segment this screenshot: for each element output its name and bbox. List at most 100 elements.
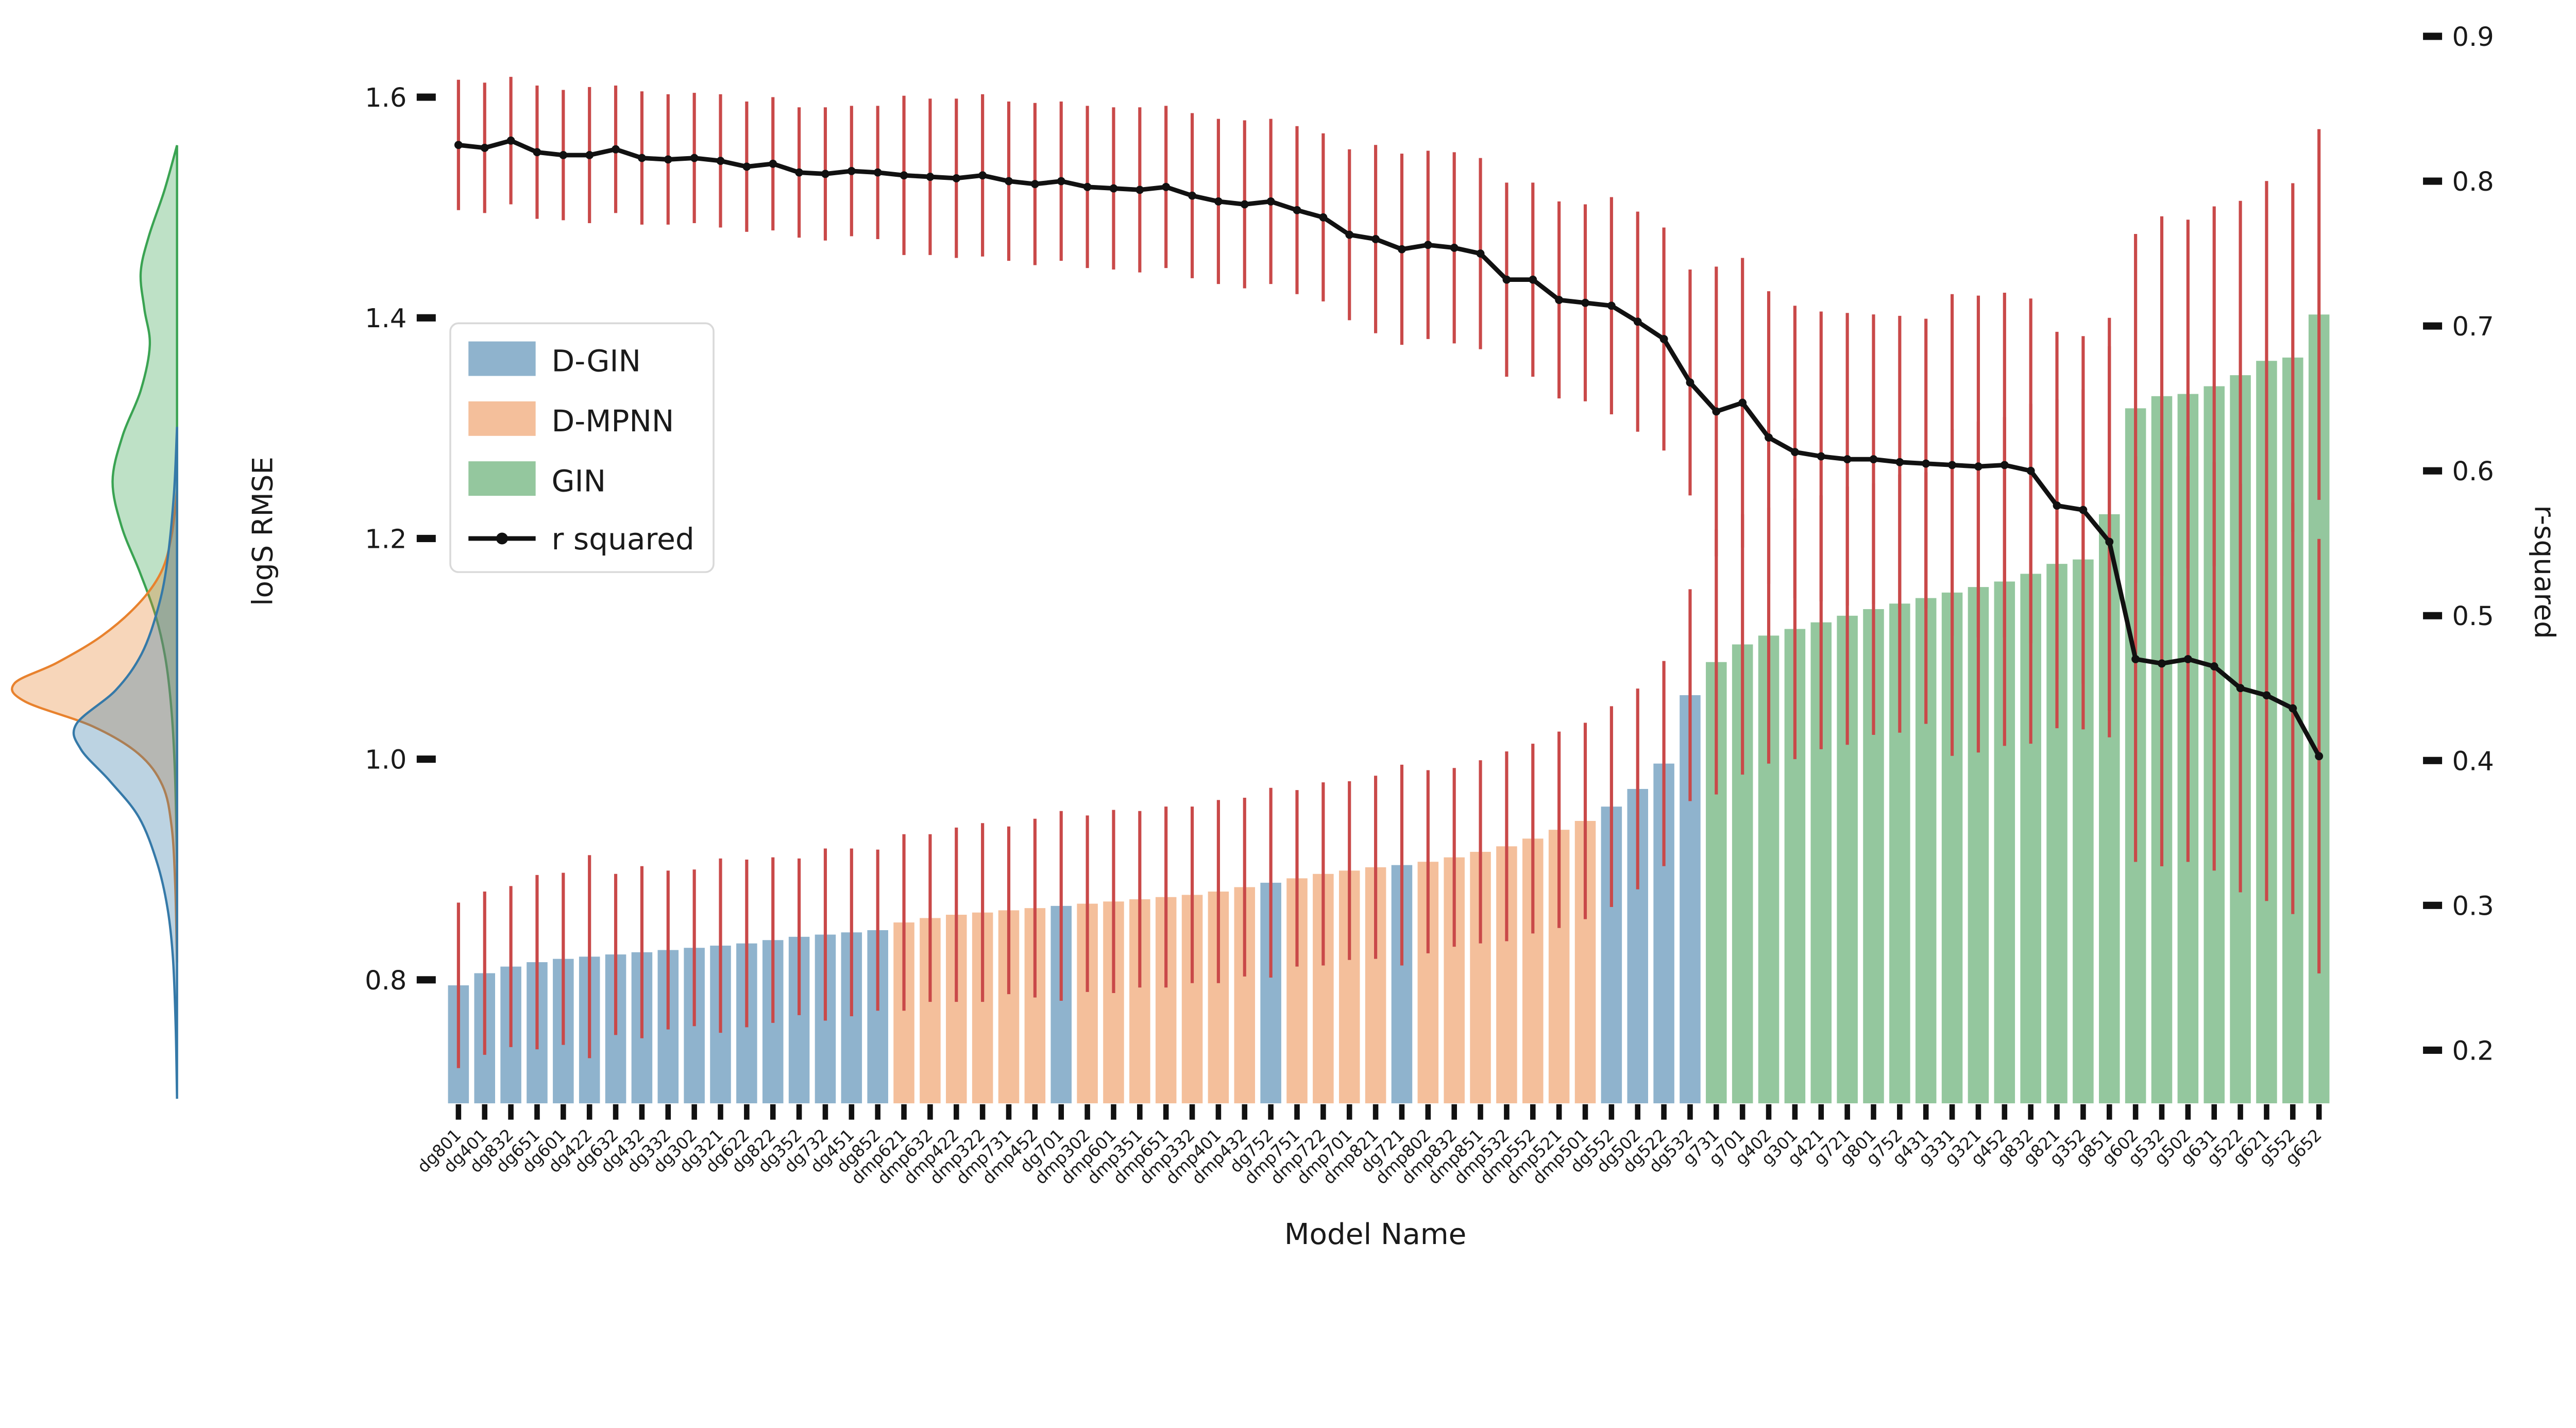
x-tick	[586, 1104, 592, 1120]
y-left-tick	[416, 755, 436, 763]
x-tick	[1189, 1104, 1195, 1120]
r-squared-marker-g752	[1895, 458, 1904, 466]
y-left-tick-label: 1.0	[365, 745, 406, 776]
r-squared-marker-g301	[1790, 448, 1799, 457]
x-tick	[691, 1104, 697, 1120]
r-squared-marker-dg801	[454, 141, 463, 149]
x-tick	[2316, 1104, 2322, 1120]
x-tick	[1137, 1104, 1143, 1120]
x-tick	[1058, 1104, 1064, 1120]
bar-line-chart: 1.61.41.21.00.80.90.80.70.60.50.40.30.2d…	[11, 22, 2562, 1252]
x-tick	[1530, 1104, 1536, 1120]
x-tick	[1897, 1104, 1903, 1120]
r-squared-marker-dg432	[637, 154, 646, 162]
r-squared-marker-dmp501	[1581, 298, 1589, 307]
figure-container: 1.6 1.4 1.2 1.0 0.8 0.9 0.8 0.7 0.6 0.5 0.4 0.3 0.2 d…	[11, 22, 2562, 1252]
x-tick	[1818, 1104, 1824, 1120]
x-tick	[1739, 1104, 1745, 1120]
r-squared-marker-g452	[2000, 461, 2009, 469]
legend-label-dgin: D-GIN	[551, 344, 641, 379]
legend: D-GIN D-MPNN GIN r squared	[449, 322, 715, 573]
x-tick	[2002, 1104, 2008, 1120]
x-tick	[2080, 1104, 2086, 1120]
legend-box	[449, 322, 715, 573]
x-tick	[482, 1104, 488, 1120]
r-squared-marker-dmp751	[1293, 206, 1301, 214]
x-tick	[1372, 1104, 1379, 1120]
y-right-tick-label: 0.9	[2452, 22, 2494, 53]
r-squared-marker-dmp302	[1083, 182, 1092, 191]
y-left-tick-label: 1.6	[365, 83, 406, 113]
x-tick	[1006, 1104, 1012, 1120]
r-squared-marker-dg632	[612, 145, 620, 154]
r-squared-marker-g552	[2289, 704, 2297, 713]
x-tick	[1163, 1104, 1169, 1120]
x-tick	[639, 1104, 645, 1120]
r-squared-marker-dg552	[1607, 301, 1616, 310]
x-tick	[770, 1104, 776, 1120]
r-squared-marker-dmp422	[952, 174, 961, 182]
x-tick	[1871, 1104, 1876, 1120]
r-squared-marker-dmp821	[1371, 235, 1380, 243]
x-tick	[901, 1104, 907, 1120]
rmse-error-bars	[456, 129, 2321, 1068]
x-tick	[1608, 1104, 1615, 1120]
r-squared-marker-g352	[2079, 506, 2088, 514]
y-left-tick	[416, 976, 436, 984]
r-squared-marker-g331	[1948, 461, 1957, 469]
y-right-tick-label: 0.2	[2452, 1036, 2494, 1066]
x-tick	[1661, 1104, 1667, 1120]
y-right-tick-label: 0.4	[2452, 746, 2494, 777]
x-tick	[1268, 1104, 1274, 1120]
r-squared-marker-dmp701	[1345, 230, 1354, 239]
x-tick	[1294, 1104, 1300, 1120]
r-squared-marker-dmp731	[1005, 177, 1013, 186]
r-squared-marker-g832	[2026, 466, 2035, 475]
r-squared-marker-dmp651	[1162, 182, 1171, 191]
r-squared-marker-g821	[2053, 501, 2061, 510]
x-tick	[2211, 1104, 2217, 1120]
r-squared-marker-dmp601	[1109, 184, 1118, 193]
r-squared-marker-dmp432	[1240, 200, 1249, 209]
legend-label-dmpnn: D-MPNN	[551, 404, 674, 439]
x-tick	[1844, 1104, 1850, 1120]
r-squared-marker-dg651	[533, 148, 541, 157]
y-right-tick	[2423, 322, 2443, 330]
x-tick	[2264, 1104, 2269, 1120]
r-squared-line	[454, 136, 2324, 761]
x-tick	[1346, 1104, 1352, 1120]
r-squared-marker-g522	[2236, 684, 2245, 693]
r-squared-marker-dg721	[1398, 245, 1406, 254]
y-right-tick-label: 0.7	[2452, 312, 2494, 342]
x-tick	[2290, 1104, 2296, 1120]
x-tick	[1425, 1104, 1431, 1120]
x-tick	[1451, 1104, 1457, 1120]
r-squared-marker-dmp322	[978, 171, 987, 180]
y-right-tick-label: 0.3	[2452, 891, 2494, 921]
x-tick	[1687, 1104, 1693, 1120]
legend-swatch-gin	[468, 461, 536, 496]
x-axis-label: Model Name	[1284, 1218, 1467, 1251]
x-tick	[561, 1104, 566, 1120]
x-tick	[455, 1104, 462, 1120]
r-squared-marker-dg622	[742, 162, 751, 171]
legend-swatch-dgin	[468, 341, 536, 376]
x-tick	[875, 1104, 880, 1120]
r-squared-marker-g851	[2105, 537, 2114, 546]
x-tick	[1504, 1104, 1510, 1120]
x-tick	[744, 1104, 750, 1120]
y-right-tick	[2423, 612, 2443, 619]
y-right-tick	[2423, 757, 2443, 764]
kde-curve-GIN	[111, 145, 178, 863]
r-squared-marker-dg302	[690, 154, 699, 162]
y-left-tick-label: 1.2	[365, 524, 406, 555]
x-tick	[2054, 1104, 2060, 1120]
r-squared-marker-dmp332	[1188, 191, 1196, 200]
r-squared-marker-g421	[1817, 452, 1825, 461]
r-squared-marker-dmp351	[1136, 186, 1144, 194]
kde-curve-D-GIN	[72, 427, 178, 1099]
r-squared-marker-g502	[2183, 655, 2192, 663]
r-squared-marker-dg732	[821, 170, 829, 178]
legend-label-rsquared: r squared	[551, 522, 694, 557]
x-tick	[2159, 1104, 2165, 1120]
